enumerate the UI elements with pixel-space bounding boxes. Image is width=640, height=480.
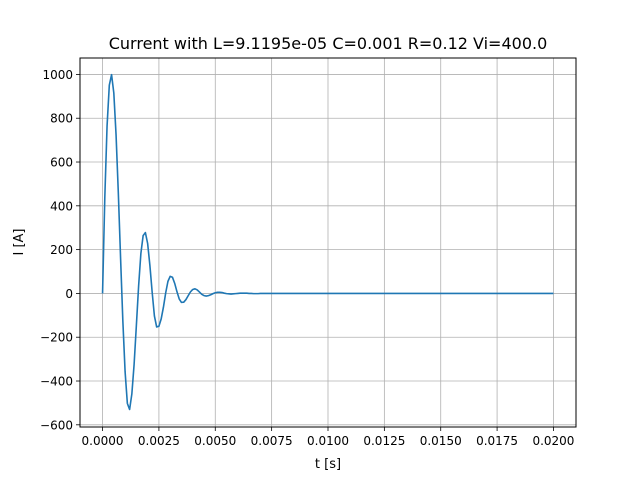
y-tick-label: −200 [40,331,73,345]
x-tick-label: 0.0150 [420,434,462,448]
x-tick-label: 0.0100 [307,434,349,448]
y-tick-label: −400 [40,375,73,389]
y-tick-label: 400 [50,199,73,213]
x-tick-label: 0.0075 [251,434,293,448]
x-tick-label: 0.0025 [138,434,180,448]
x-tick-label: 0.0050 [194,434,236,448]
y-tick-label: −600 [40,418,73,432]
x-tick-label: 0.0200 [532,434,574,448]
x-tick-label: 0.0000 [82,434,124,448]
y-tick-label: 1000 [42,68,73,82]
y-tick-label: 0 [65,287,73,301]
y-tick-label: 600 [50,156,73,170]
series-line-0 [101,73,554,411]
chart-title: Current with L=9.1195e-05 C=0.001 R=0.12… [109,34,548,53]
series-layer [101,73,554,411]
y-axis-label: I [A] [12,228,27,255]
x-tick-label: 0.0175 [476,434,518,448]
y-tick-label: 200 [50,243,73,257]
y-axis-ticks: −600 −400 −200 0 200 400 600 800 1000 [40,68,80,432]
x-tick-label: 0.0125 [363,434,405,448]
x-axis-label: t [s] [315,457,341,472]
y-tick-label: 800 [50,112,73,126]
x-axis-ticks: 0.0000 0.0025 0.0050 0.0075 0.0100 0.0125 0.01… [82,427,574,448]
